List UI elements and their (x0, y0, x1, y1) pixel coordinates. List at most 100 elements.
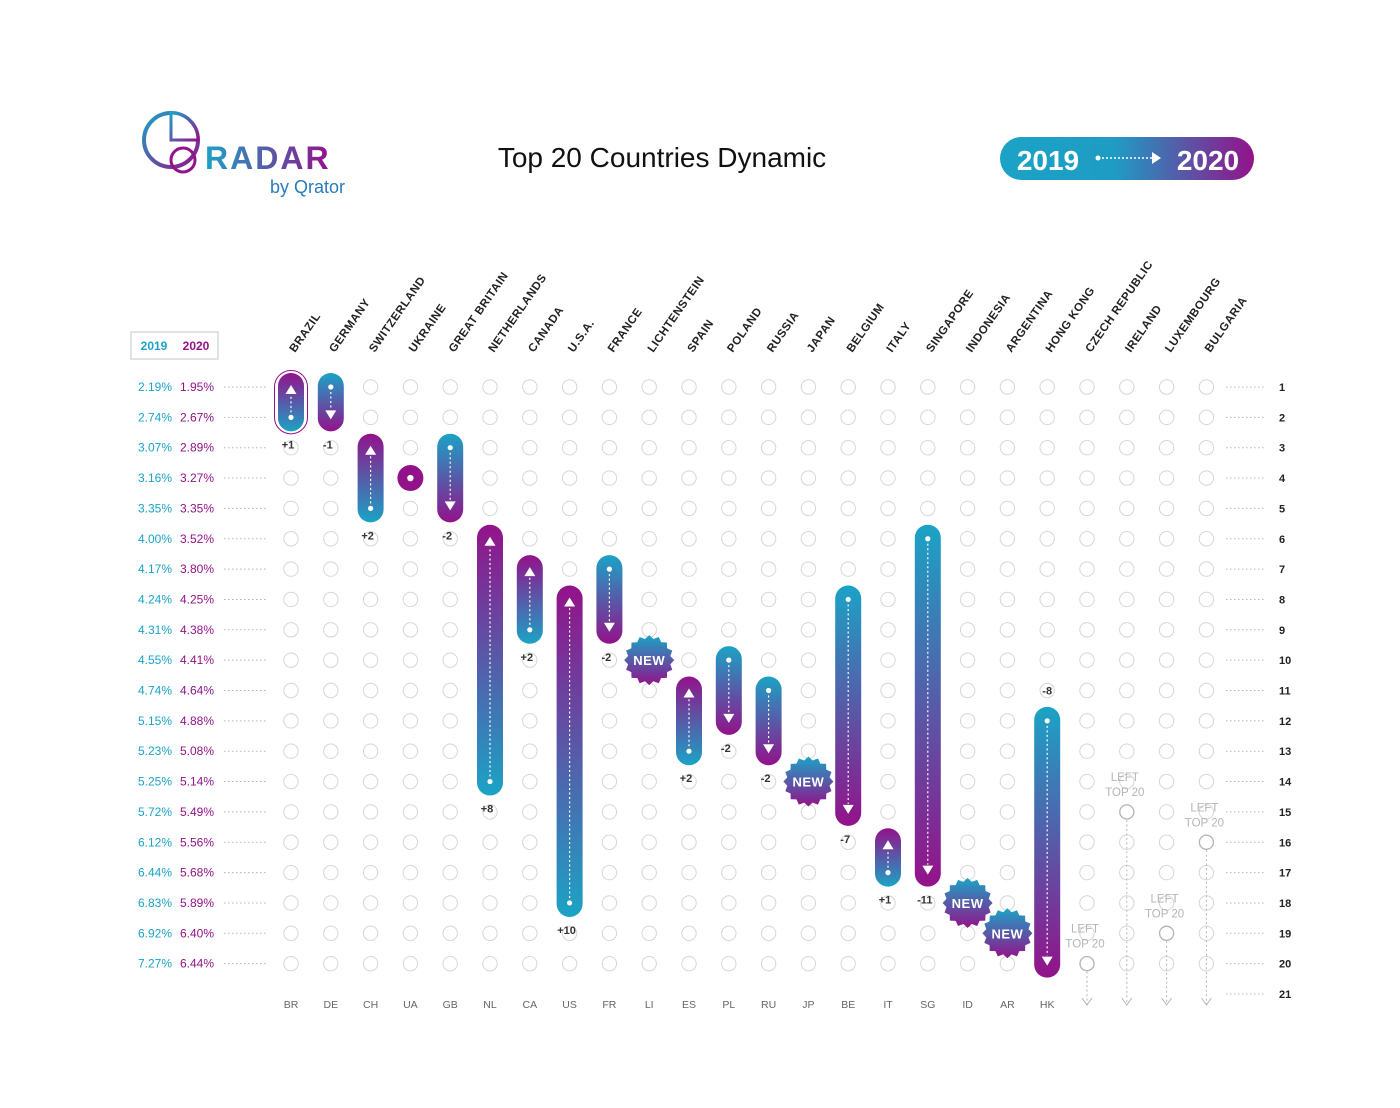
rank-number: 17 (1279, 868, 1291, 880)
country-mark: +2 (516, 555, 543, 664)
grid-dot (283, 773, 299, 790)
grid-dot (283, 804, 299, 820)
grid-dot (1158, 379, 1175, 395)
grid-dot (402, 500, 419, 517)
period-arrow-icon (1095, 152, 1161, 164)
grid-dot (840, 925, 856, 941)
grid-dot (442, 591, 458, 608)
value-2019: 4.74% (138, 684, 172, 698)
grid-dot (681, 440, 697, 456)
country-mark: +2 (676, 676, 702, 785)
value-2020: 4.88% (180, 714, 214, 728)
grid-dot (402, 409, 419, 426)
grid-dot (323, 682, 339, 699)
grid-dot (323, 834, 339, 850)
grid-dot (880, 804, 896, 820)
grid-dot (760, 409, 777, 426)
grid-dot (362, 895, 379, 911)
grid-dot (760, 531, 777, 547)
grid-dot (1039, 652, 1055, 668)
grid-dot (1119, 925, 1135, 941)
grid-dot (362, 713, 379, 729)
grid-dot (800, 804, 817, 820)
grid-dot (999, 864, 1016, 881)
grid-dot (1198, 804, 1215, 820)
change-label: -2 (602, 652, 612, 664)
grid-dot (402, 834, 419, 850)
value-2020: 1.95% (180, 380, 214, 394)
grid-dot (1119, 531, 1135, 547)
country-code: US (562, 999, 577, 1011)
grid-dot (840, 440, 856, 456)
grid-dot (1198, 743, 1215, 759)
grid-dot (323, 713, 339, 729)
country-code: LI (645, 999, 654, 1011)
grid-dot (721, 895, 737, 911)
grid-dot (1039, 409, 1055, 426)
grid-dot (641, 531, 657, 547)
grid-dot (880, 622, 896, 638)
grid-dot (641, 743, 657, 759)
grid-dot (681, 531, 697, 547)
grid-dot (561, 409, 578, 426)
value-2020: 6.40% (180, 926, 214, 940)
grid-dot (522, 470, 538, 486)
grid-dot (1039, 531, 1055, 547)
grid-dot (283, 925, 299, 941)
left-label-top20: TOP 20 (1065, 939, 1104, 951)
change-bar (676, 676, 702, 766)
grid-dot (959, 591, 976, 608)
grid-dot (283, 591, 299, 608)
grid-dot (442, 864, 458, 881)
grid-dot (362, 925, 379, 941)
change-label: +10 (557, 925, 576, 937)
grid-dot (323, 773, 339, 790)
bar-dot (726, 657, 732, 663)
grid-dot (362, 622, 379, 638)
grid-dot (362, 652, 379, 668)
grid-dot (840, 470, 856, 486)
value-2019: 5.25% (138, 775, 172, 789)
grid-dot (840, 895, 856, 911)
grid-dot (1158, 531, 1175, 547)
grid-dot (760, 379, 777, 395)
grid-dot (362, 561, 379, 577)
country-mark: LEFT TOP 20 (1065, 924, 1105, 1006)
grid-dot (1079, 440, 1095, 456)
grid-dot (1079, 834, 1095, 850)
grid-dot (681, 804, 697, 820)
country-code: PL (722, 999, 735, 1011)
grid-dot (721, 500, 737, 517)
grid-dot (880, 379, 896, 395)
value-2020: 3.35% (180, 501, 214, 515)
country-mark: +1 (274, 370, 308, 451)
row-labels: 2.19% 1.95% 1 2.74% 2.67% 2 3.07% 2.89% 3 3.16% 3.… (138, 380, 1292, 1001)
grid-dot (840, 500, 856, 517)
grid-dot (522, 409, 538, 426)
grid-dot (1039, 591, 1055, 608)
grid-dot (442, 713, 458, 729)
grid-dot (760, 440, 777, 456)
grid-dot (1158, 804, 1175, 820)
grid-dot (641, 379, 657, 395)
grid-dot (760, 955, 777, 972)
change-label: -2 (761, 773, 771, 785)
grid-dot (1158, 713, 1175, 729)
grid-dot (880, 500, 896, 517)
bar-dot (845, 596, 851, 603)
grid-dot (323, 955, 339, 972)
grid-dot (482, 834, 498, 850)
country-name: BULGARIA (1203, 295, 1250, 355)
grid-dot (880, 713, 896, 729)
value-2020: 5.89% (180, 896, 214, 910)
change-bar (357, 433, 384, 523)
grid-dot (283, 713, 299, 729)
grid-dot (681, 925, 697, 941)
grid-dot (1198, 591, 1215, 608)
grid-dot (482, 895, 498, 911)
country-name: IRELAND (1123, 303, 1164, 355)
grid-dot (959, 864, 976, 881)
grid-dot (601, 925, 618, 941)
grid-dot (999, 834, 1016, 850)
value-2019: 2.74% (138, 410, 172, 424)
